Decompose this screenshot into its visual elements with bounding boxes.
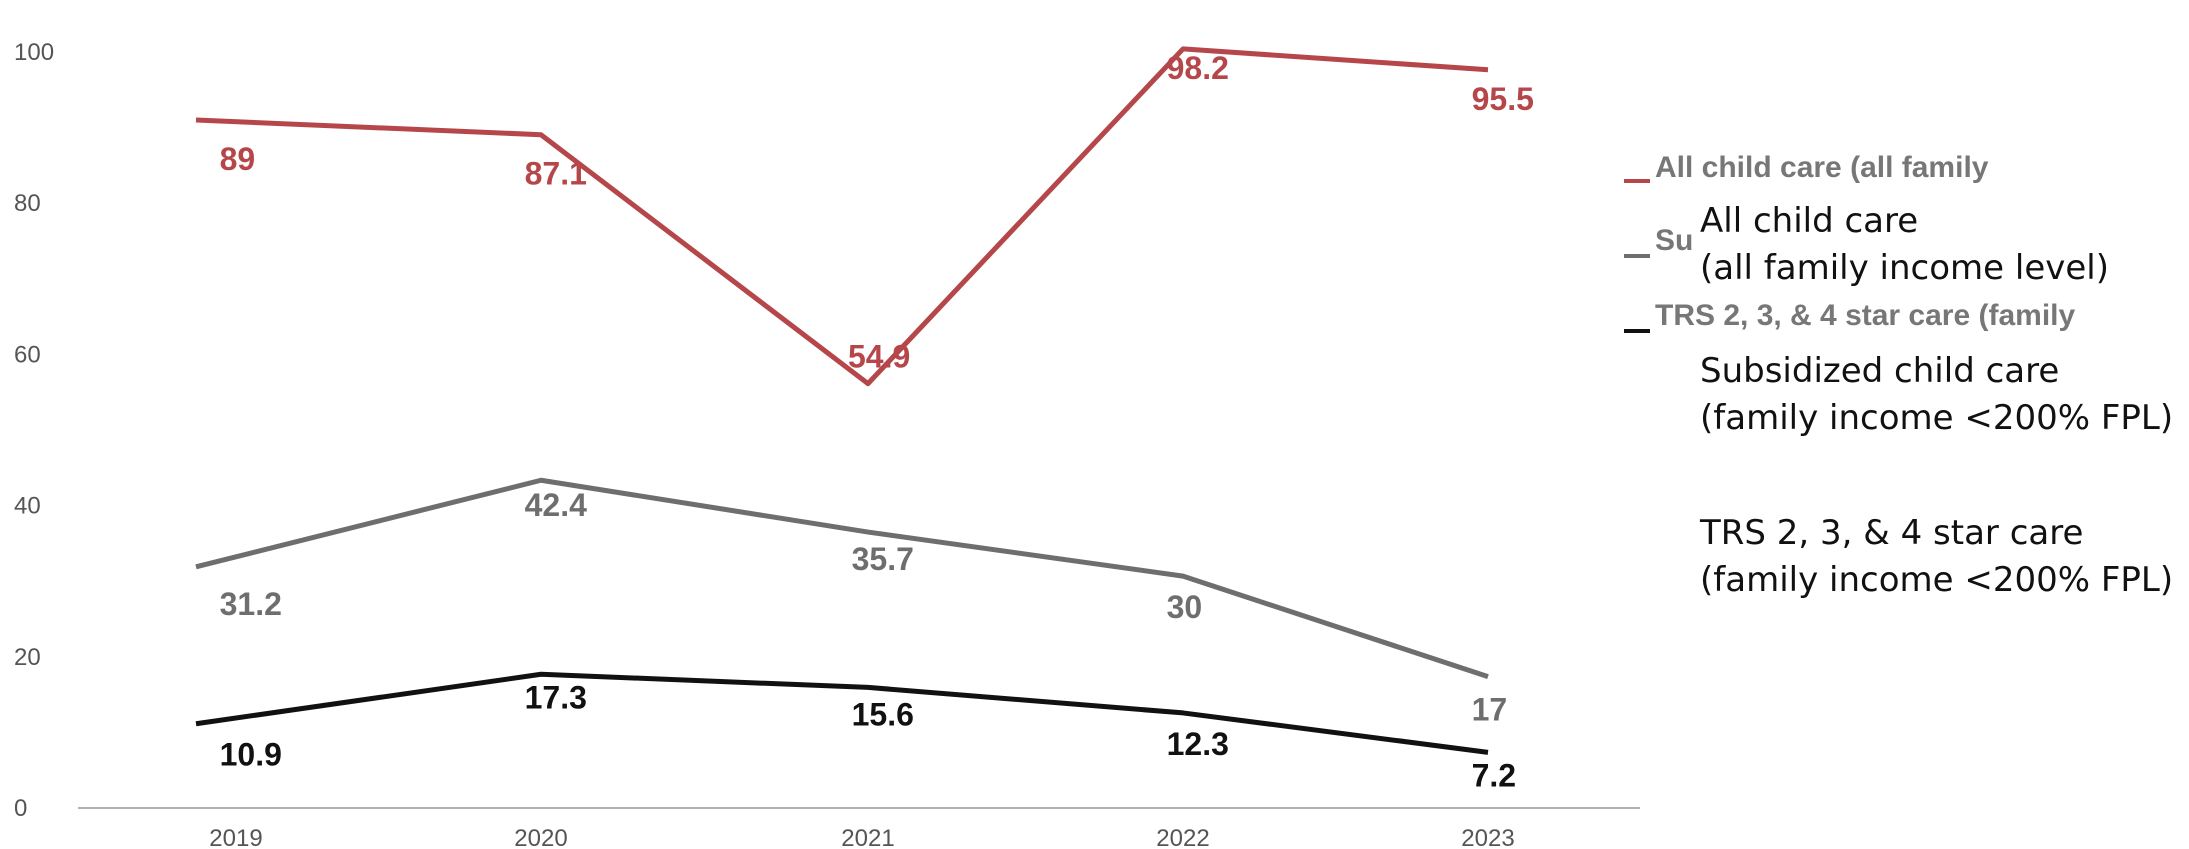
x-tick-label: 2021 (841, 825, 894, 849)
data-label: 12.3 (1167, 726, 1229, 762)
x-tick-label: 2022 (1156, 825, 1209, 849)
legend-entry-subsidized-line1: Subsidized child care (1700, 351, 2060, 391)
x-tick-label: 2019 (209, 825, 262, 849)
series-layer (195, 46, 1489, 755)
x-axis: 2019 2020 2021 2022 2023 (209, 825, 1514, 849)
data-label: 10.9 (220, 737, 282, 773)
legend-entry-subsidized: Subsidized child care (family income <20… (1700, 348, 2173, 442)
data-label: 7.2 (1472, 757, 1516, 793)
data-label: 17 (1472, 692, 1508, 728)
data-label: 95.5 (1472, 81, 1534, 117)
series-line-3 (195, 671, 1489, 755)
y-axis: 0 20 40 60 80 100 (14, 39, 54, 822)
legend-entry-trs-line1: TRS 2, 3, & 4 star care (1700, 513, 2084, 553)
legend-entry-trs: TRS 2, 3, & 4 star care (family income <… (1700, 510, 2173, 604)
data-label: 98.2 (1167, 50, 1229, 86)
legend-underlay: All child care (all family Su TRS 2, 3, … (1624, 151, 2076, 333)
legend-underlay-text-2: Su (1655, 224, 1693, 257)
data-label: 87.1 (525, 156, 587, 192)
data-label: 35.7 (852, 541, 914, 577)
data-label: 17.3 (525, 679, 587, 715)
y-tick-label: 20 (14, 644, 41, 671)
data-label: 15.6 (852, 696, 914, 732)
data-label: 30 (1167, 589, 1203, 625)
data-label: 31.2 (220, 586, 282, 622)
legend-entry-subsidized-line2: (family income <200% FPL) (1700, 398, 2174, 438)
y-tick-label: 40 (14, 493, 41, 520)
y-tick-label: 100 (14, 39, 54, 66)
y-tick-label: 0 (14, 795, 27, 822)
y-tick-label: 80 (14, 190, 41, 217)
series-line-1 (195, 46, 1489, 387)
legend-entry-all: All child care (all family income level) (1700, 198, 2109, 292)
legend-underlay-text-1: All child care (all family (1655, 151, 1989, 184)
legend-entry-all-line1: All child care (1700, 201, 1919, 241)
y-tick-label: 60 (14, 341, 41, 368)
data-labels: 89 87.1 54.9 98.2 95.5 31.2 42.4 35.7 30 17 10.9 17… (220, 50, 1534, 793)
series-line-2 (195, 477, 1489, 679)
data-label: 54.9 (848, 339, 910, 375)
data-label: 89 (220, 141, 256, 177)
x-tick-label: 2020 (514, 825, 567, 849)
legend-underlay-text-3: TRS 2, 3, & 4 star care (family (1655, 299, 2076, 332)
data-label: 42.4 (525, 487, 587, 523)
legend-entry-all-line2: (all family income level) (1700, 248, 2109, 288)
x-tick-label: 2023 (1461, 825, 1514, 849)
legend-entry-trs-line2: (family income <200% FPL) (1700, 560, 2174, 600)
